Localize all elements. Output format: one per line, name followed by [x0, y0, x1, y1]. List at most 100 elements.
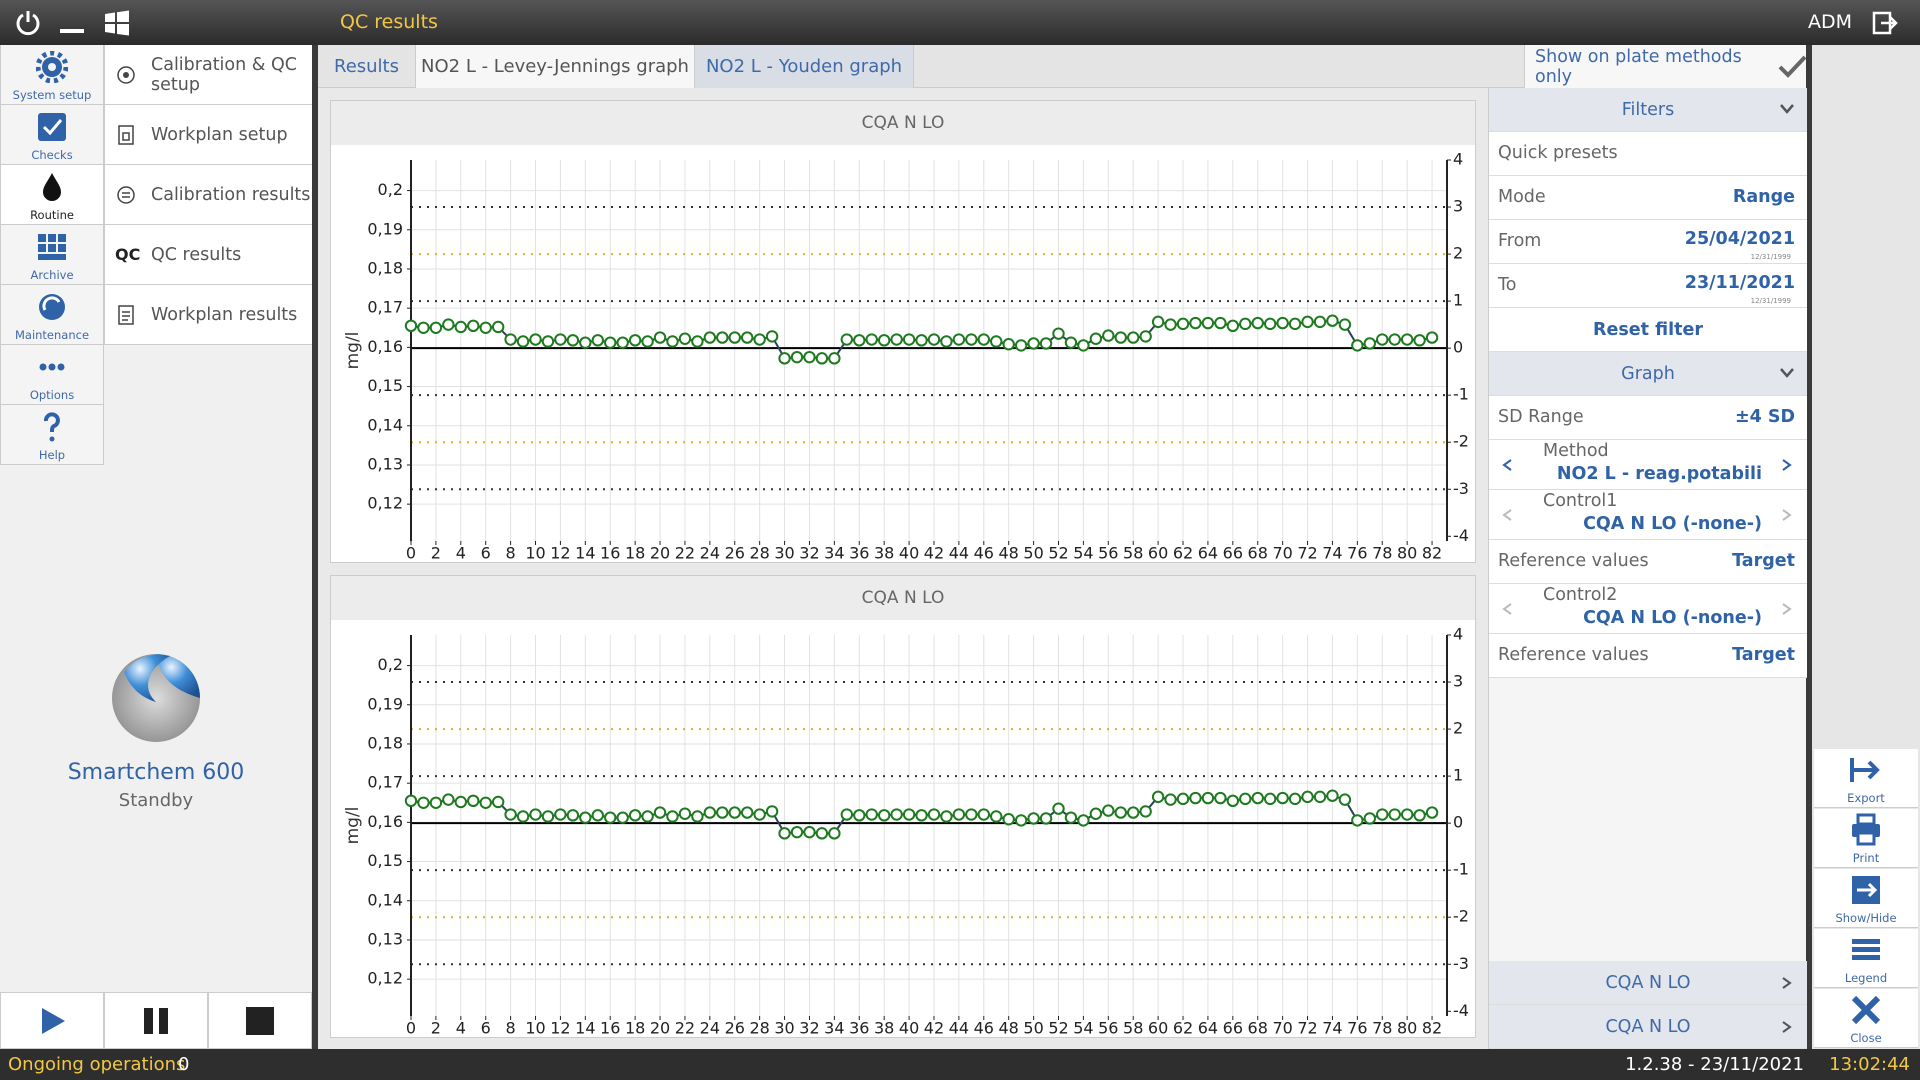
y2-tick-label: -1 [1453, 385, 1469, 404]
data-point [753, 333, 766, 346]
nav-item[interactable]: Checks [0, 105, 104, 165]
prev-button[interactable] [1501, 508, 1513, 522]
tab[interactable]: NO2 L - Levey-Jennings graph [416, 45, 695, 88]
x-tick-label: 48 [999, 1019, 1019, 1038]
data-point [890, 333, 903, 346]
data-point [1263, 317, 1277, 331]
next-button[interactable] [1781, 508, 1793, 522]
field-label: Control1 [1543, 491, 1618, 511]
nav-item[interactable]: Options [0, 345, 104, 405]
tab[interactable]: Results [318, 45, 416, 88]
data-point [616, 336, 629, 349]
nav-item[interactable]: System setup [0, 45, 104, 105]
export-button[interactable]: Export [1814, 749, 1918, 808]
filters-header[interactable]: Filters [1489, 88, 1807, 132]
data-point [940, 810, 953, 823]
mode-row[interactable]: Mode Range [1489, 176, 1807, 220]
field-value[interactable]: CQA N LO (-none-) [1583, 514, 1762, 534]
sub-menu-item[interactable]: Calibration results [104, 165, 312, 225]
data-point [1077, 814, 1090, 827]
data-point [952, 333, 966, 346]
sub-menu-item[interactable]: Calibration & QC setup [104, 45, 312, 105]
x-tick-label: 58 [1123, 1019, 1143, 1038]
from-row[interactable]: From 25/04/2021 12/31/1999 [1489, 220, 1807, 264]
legend-item[interactable]: CQA N LO [1489, 961, 1807, 1005]
nav-item[interactable]: Maintenance [0, 285, 104, 345]
nav-item[interactable]: Routine [0, 165, 104, 225]
data-point [840, 808, 854, 821]
data-point [1263, 792, 1277, 806]
windows-button[interactable] [104, 10, 130, 36]
x-tick-label: 50 [1023, 1019, 1043, 1038]
next-button[interactable] [1781, 602, 1793, 616]
data-point [1201, 791, 1215, 805]
data-point [653, 331, 667, 344]
data-point [1189, 791, 1202, 805]
x-tick-label: 28 [749, 1019, 769, 1038]
y2-tick-label: -2 [1453, 907, 1469, 926]
data-point [1313, 315, 1327, 329]
x-tick-label: 6 [481, 544, 491, 563]
tab[interactable]: NO2 L - Youden graph [695, 45, 914, 88]
field-value[interactable]: CQA N LO (-none-) [1583, 608, 1762, 628]
stop-button[interactable] [208, 992, 312, 1049]
prev-button[interactable] [1501, 602, 1513, 616]
x-tick-label: 52 [1048, 544, 1068, 563]
x-tick-label: 24 [700, 544, 720, 563]
sub-menu-item[interactable]: QC QC results [104, 225, 312, 285]
data-point [1089, 332, 1103, 345]
to-row[interactable]: To 23/11/2021 12/31/1999 [1489, 264, 1807, 308]
legend-item[interactable]: CQA N LO [1489, 1005, 1807, 1049]
quick-presets-row[interactable]: Quick presets [1489, 132, 1807, 176]
x-tick-label: 78 [1372, 544, 1392, 563]
data-point [828, 827, 841, 840]
sub-menu-item[interactable]: Workplan results [104, 285, 312, 345]
legend-button[interactable]: Legend [1814, 929, 1918, 988]
x-tick-label: 20 [650, 544, 670, 563]
data-point [1326, 789, 1339, 802]
user-name: ADM [1807, 11, 1852, 33]
play-button[interactable] [0, 992, 104, 1049]
y-tick-label: 0,17 [367, 298, 403, 317]
chart-header [331, 576, 1475, 620]
reference-row[interactable]: Reference values Target [1489, 540, 1807, 584]
nav-item[interactable]: Archive [0, 225, 104, 285]
next-button[interactable] [1781, 458, 1793, 472]
data-point [1388, 808, 1401, 821]
data-point [965, 808, 978, 821]
ongoing-count: 0 [178, 1054, 190, 1075]
print-button[interactable]: Print [1814, 809, 1918, 868]
prev-button[interactable] [1501, 458, 1513, 472]
data-point [977, 808, 990, 821]
sub-menu-badge: QC [115, 244, 141, 264]
sd-range-row[interactable]: SD Range ±4 SD [1489, 396, 1807, 440]
plate-filter-toggle[interactable]: Show on plate methods only [1524, 45, 1806, 88]
graph-header[interactable]: Graph [1489, 352, 1807, 396]
pause-button[interactable] [104, 992, 208, 1049]
field-value[interactable]: NO2 L - reag.potabili [1556, 464, 1762, 484]
reference-row[interactable]: Reference values Target [1489, 634, 1807, 678]
method-row: Method NO2 L - reag.potabili [1489, 440, 1807, 490]
sub-menu-item[interactable]: Workplan setup [104, 105, 312, 165]
x-tick-label: 40 [899, 544, 919, 563]
show-hide-button[interactable]: Show/Hide [1814, 869, 1918, 928]
x-tick-label: 0 [406, 1019, 416, 1038]
data-point [454, 795, 468, 809]
data-point [965, 333, 978, 346]
reset-filter-button[interactable]: Reset filter [1489, 308, 1807, 352]
x-tick-label: 78 [1372, 1019, 1392, 1038]
logout-button[interactable] [1872, 11, 1898, 35]
data-point [1127, 806, 1140, 819]
data-point [1052, 327, 1065, 340]
x-tick-label: 56 [1098, 544, 1118, 563]
data-point [1363, 812, 1376, 825]
power-button[interactable] [14, 9, 42, 37]
nav-item[interactable]: Help [0, 405, 104, 465]
data-point [504, 333, 517, 346]
device-status: Standby [118, 790, 194, 811]
minimize-button[interactable] [58, 12, 86, 36]
x-tick-label: 38 [874, 544, 894, 563]
device-logo [112, 654, 200, 742]
x-tick-label: 54 [1073, 1019, 1093, 1038]
close-button[interactable]: Close [1814, 989, 1918, 1048]
